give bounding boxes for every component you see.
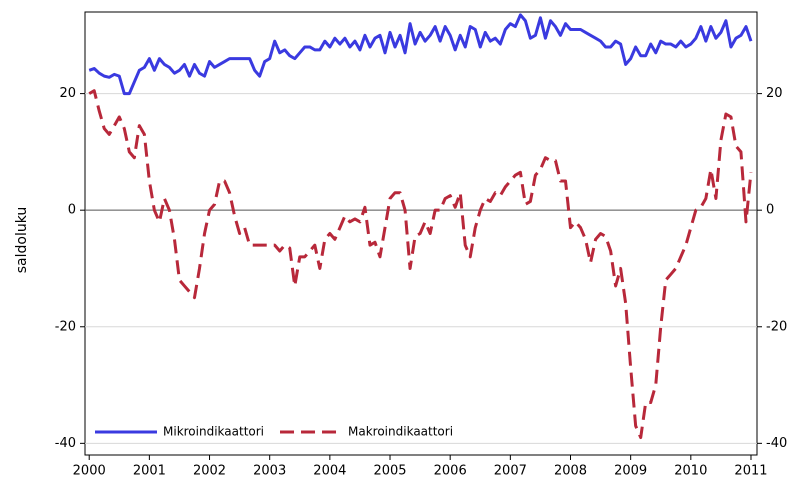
x-tick-label: 2001: [133, 464, 166, 479]
x-tick-label: 2006: [434, 464, 467, 479]
series-line: [88, 89, 753, 440]
y-tick-label: -40: [55, 436, 76, 451]
x-tick-label: 2008: [554, 464, 587, 479]
x-tick-label: 2011: [734, 464, 767, 479]
x-tick-label: 2005: [373, 464, 406, 479]
plot-frame: [84, 11, 758, 456]
y-axis-title: saldoluku: [14, 207, 30, 274]
x-tick-label: 2010: [674, 464, 707, 479]
y2-tick-label: -40: [766, 436, 787, 451]
x-tick-label: 2000: [73, 464, 106, 479]
y2-tick-label: 20: [766, 86, 783, 101]
y-tick-label: -20: [55, 319, 76, 334]
y2-tick-label: 0: [766, 203, 774, 218]
legend-label: Makroindikaattori: [348, 425, 453, 439]
legend-label: Mikroindikaattori: [163, 425, 264, 439]
x-tick-label: 2004: [313, 464, 346, 479]
y-tick-label: 0: [68, 203, 76, 218]
series-line: [88, 13, 753, 96]
x-tick-label: 2003: [253, 464, 286, 479]
x-tick-label: 2002: [193, 464, 226, 479]
x-tick-label: 2007: [494, 464, 527, 479]
y-tick-label: 20: [59, 86, 76, 101]
y2-tick-label: -20: [766, 319, 787, 334]
x-tick-label: 2009: [614, 464, 647, 479]
